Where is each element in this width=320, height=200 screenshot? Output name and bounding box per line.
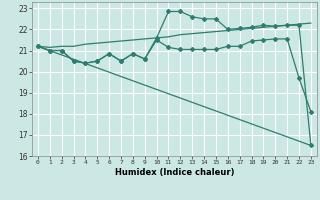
X-axis label: Humidex (Indice chaleur): Humidex (Indice chaleur) — [115, 168, 234, 177]
